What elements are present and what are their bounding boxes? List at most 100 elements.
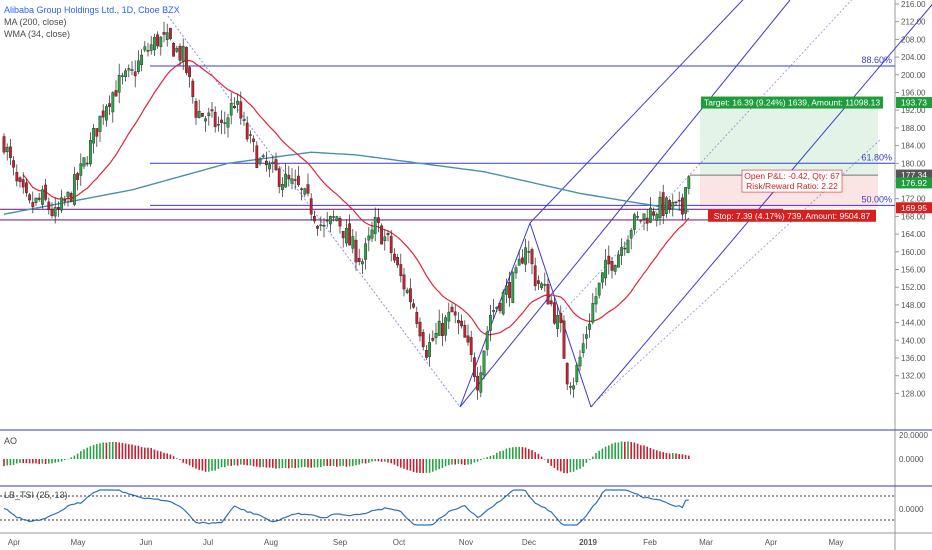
- candle-body: [143, 46, 147, 51]
- price-tick-label: 152.00: [901, 283, 926, 292]
- ao-bar: [262, 459, 264, 468]
- candle-body: [364, 243, 367, 260]
- candle-body: [149, 44, 153, 51]
- ao-bar: [396, 459, 399, 467]
- swing-line: [459, 222, 531, 408]
- candle-body: [453, 311, 457, 316]
- price-tick-label: 212.00: [901, 18, 926, 27]
- ao-bar: [502, 450, 504, 459]
- candle-body: [53, 207, 57, 217]
- candle-body: [533, 265, 537, 287]
- ao-bar: [76, 453, 79, 459]
- ao-bar: [44, 459, 47, 465]
- ao-bar: [352, 459, 354, 467]
- candle-body: [162, 32, 166, 35]
- horizontal-lines[interactable]: [0, 208, 783, 221]
- candle-body: [677, 199, 681, 202]
- candle-body: [5, 146, 9, 153]
- candle-body: [252, 138, 255, 142]
- ao-bar: [508, 447, 511, 459]
- ao-bar: [275, 459, 277, 469]
- candle-body: [338, 218, 342, 227]
- price-tick-label: 168.00: [901, 212, 926, 221]
- candle-body: [498, 303, 502, 312]
- candle-body: [108, 103, 112, 108]
- ao-bar: [400, 459, 402, 468]
- ao-bar: [534, 452, 536, 459]
- candle-body: [245, 122, 249, 140]
- price-axis: 216.00 212.00 208.00 204.00 200.00 196.00 192.…: [895, 0, 926, 398]
- price-tick-label: 184.00: [901, 142, 926, 151]
- ao-bar: [297, 459, 300, 468]
- ao-bar: [92, 444, 95, 459]
- ao-bar: [633, 442, 636, 459]
- candle-body: [556, 315, 560, 329]
- ao-bar: [649, 447, 652, 459]
- price-badge: [896, 97, 932, 109]
- candle-body: [524, 247, 528, 265]
- ao-bar: [131, 444, 133, 459]
- candle-body: [194, 101, 198, 118]
- time-tick-label: Mar: [699, 538, 713, 547]
- candle-body: [636, 216, 640, 218]
- candle-body: [220, 119, 223, 124]
- ao-bar: [288, 459, 290, 469]
- candle-body: [82, 157, 86, 167]
- ao-bar: [86, 447, 88, 459]
- price-tick-label: 188.00: [901, 124, 926, 133]
- ao-bar: [476, 459, 479, 462]
- candle-body: [133, 71, 137, 77]
- price-badge: [896, 177, 932, 189]
- candle-body: [313, 215, 316, 222]
- candle-body: [412, 303, 415, 308]
- ao-bar: [316, 459, 319, 468]
- candle-body: [146, 50, 150, 52]
- tsi-tick-zero: 0.0000: [899, 505, 924, 514]
- ao-bar: [80, 451, 82, 459]
- ao-bar: [531, 450, 533, 459]
- candle-body: [184, 46, 188, 73]
- candle-body: [671, 202, 675, 208]
- candle-body: [505, 285, 508, 295]
- candle-body: [341, 231, 345, 239]
- candle-body: [351, 236, 355, 249]
- ao-bar: [236, 459, 239, 466]
- ao-bar: [358, 459, 360, 465]
- ao-bar: [646, 446, 648, 459]
- candle-body: [380, 225, 383, 245]
- ao-bar: [281, 459, 284, 468]
- ao-bar: [3, 459, 5, 467]
- ao-histogram: [3, 441, 690, 474]
- ao-bar: [601, 448, 604, 459]
- candle-body: [373, 216, 377, 234]
- ao-bar: [665, 452, 668, 459]
- candle-body: [168, 27, 172, 40]
- ao-bar: [348, 459, 351, 467]
- ao-bar: [304, 459, 306, 467]
- ao-bar: [70, 457, 72, 459]
- ao-bar: [675, 453, 677, 459]
- ao-bar: [105, 442, 108, 459]
- candle-body: [255, 145, 259, 168]
- candle-body: [517, 258, 521, 266]
- wma-legend: WMA (34, close): [4, 29, 70, 39]
- candle-body: [354, 239, 358, 263]
- candle-body: [261, 155, 265, 158]
- ao-bar: [329, 459, 332, 467]
- candle-body: [578, 356, 582, 367]
- ao-bar: [96, 444, 98, 459]
- price-tick-label: 208.00: [901, 35, 926, 44]
- tsi-legend: LB_TSI (25, 13): [4, 490, 68, 500]
- candle-body: [594, 296, 598, 305]
- price-tick-label: 216.00: [901, 0, 926, 9]
- long-position-tool[interactable]: [690, 102, 878, 208]
- ao-bar: [64, 459, 66, 461]
- ao-bar: [438, 459, 440, 470]
- pitchfork-tine: [529, 0, 744, 224]
- candle-body: [476, 375, 479, 391]
- candle-body: [610, 261, 614, 271]
- ao-bar: [681, 454, 684, 459]
- price-tick-label: 180.00: [901, 159, 926, 168]
- candle-body: [178, 46, 182, 61]
